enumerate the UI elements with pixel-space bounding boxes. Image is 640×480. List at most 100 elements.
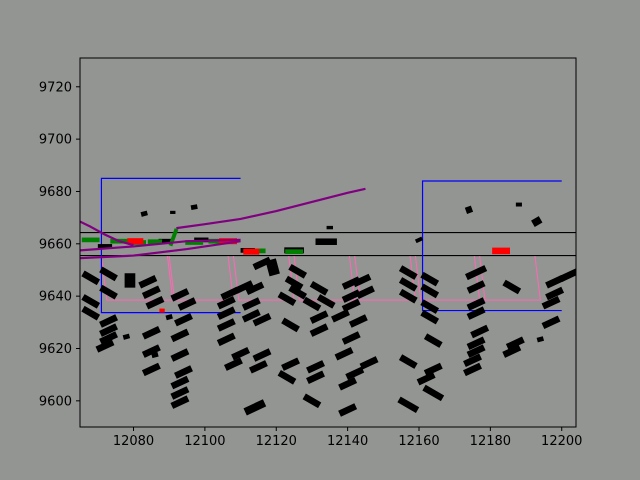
vehicle-marker (345, 366, 365, 381)
vehicle-marker (243, 399, 267, 416)
vehicle-marker (420, 283, 440, 299)
vehicle-marker (541, 295, 561, 310)
vehicle-marker (466, 336, 486, 350)
vehicle-marker (302, 296, 322, 312)
vehicle-marker (420, 271, 440, 287)
vehicle-marker (174, 365, 193, 379)
vehicle-marker (545, 275, 565, 289)
x-tick-label: 12100 (184, 434, 225, 449)
vehicle-marker (422, 384, 445, 402)
vehicle-marker (338, 377, 358, 391)
vehicle-marker (141, 362, 161, 377)
vehicle-marker (81, 294, 101, 309)
vehicle-marker (216, 306, 236, 320)
x-tick-label: 12180 (470, 434, 511, 449)
vehicle-marker (398, 288, 418, 304)
parking-slot-outline (479, 256, 541, 301)
vehicle-marker (414, 236, 424, 244)
path-marker (185, 240, 204, 245)
vehicle-marker (348, 314, 368, 328)
vehicle-marker (536, 336, 545, 343)
vehicle-marker (331, 309, 350, 323)
vehicle-marker (288, 263, 308, 279)
vehicle-marker (177, 297, 197, 311)
plot-content (80, 177, 576, 417)
vehicle-marker (140, 210, 148, 217)
vehicle-marker (170, 375, 190, 390)
vehicle-marker (170, 395, 190, 409)
vehicle-marker (465, 265, 488, 281)
vehicle-marker (420, 309, 440, 325)
path-marker (147, 239, 163, 245)
vehicle-marker (398, 354, 418, 369)
vehicle-marker (170, 210, 176, 214)
vehicle-marker (315, 238, 337, 245)
vehicle-marker (466, 306, 486, 320)
vehicle-marker (420, 299, 440, 314)
x-tick-label: 12140 (327, 434, 368, 449)
vehicle-marker (541, 315, 561, 330)
vehicle-marker (216, 332, 236, 347)
y-tick-label: 9640 (39, 290, 72, 305)
vehicle-marker (397, 396, 420, 413)
x-tick-label: 12200 (541, 434, 582, 449)
vehicle-marker (356, 285, 375, 299)
vehicle-marker (309, 323, 329, 337)
vehicle-marker (158, 238, 173, 244)
vehicle-marker (252, 348, 272, 362)
vehicle-marker (341, 331, 361, 345)
trajectory-line (80, 220, 134, 247)
parking-slot-outline (414, 256, 481, 301)
vehicle-marker (309, 310, 329, 324)
vehicle-marker (223, 357, 243, 371)
vehicle-marker (99, 314, 119, 328)
vehicle-marker (502, 279, 522, 295)
trajectory-line (176, 187, 366, 230)
vehicle-marker (281, 357, 300, 371)
vehicle-marker (306, 360, 325, 374)
parking-slot-outline (100, 256, 174, 301)
vehicle-marker (423, 362, 443, 377)
vehicle-marker (338, 403, 358, 417)
vehicle-marker (234, 280, 254, 294)
path-marker (285, 249, 304, 255)
y-tick-label: 9600 (39, 394, 72, 409)
plot-frame (79, 57, 577, 428)
vehicle-marker (545, 286, 565, 301)
y-axis: 9600 9620 9640 9660 9680 9700 9720 (39, 80, 80, 409)
vehicle-marker (359, 356, 379, 370)
vehicle-marker (141, 344, 161, 358)
vehicle-marker (170, 386, 190, 400)
vehicle-marker (99, 331, 119, 345)
vehicle-marker (124, 273, 136, 288)
vehicle-marker (341, 289, 361, 303)
vehicle-marker (252, 312, 272, 327)
vehicle-marker (122, 333, 131, 340)
vehicle-marker (231, 346, 251, 361)
vehicle-marker (464, 205, 474, 214)
vehicle-marker (99, 323, 119, 337)
vehicle-marker (190, 204, 198, 211)
y-tick-label: 9720 (39, 80, 72, 95)
vehicle-marker (245, 281, 265, 296)
vehicle-marker (288, 284, 308, 300)
y-tick-label: 9660 (39, 237, 72, 252)
highlight-marker (159, 308, 165, 313)
parking-slot-outline (168, 256, 235, 301)
vehicle-marker (466, 297, 486, 311)
vehicle-marker (281, 317, 300, 333)
x-tick-label: 12120 (256, 434, 297, 449)
vehicle-marker (502, 344, 522, 358)
vehicle-marker (170, 288, 190, 302)
vehicle-marker (248, 360, 268, 374)
vehicle-marker (398, 277, 418, 292)
vehicle-marker (99, 266, 118, 282)
y-tick-label: 9620 (39, 342, 72, 357)
vehicle-marker (316, 294, 336, 309)
vehicle-marker (423, 333, 443, 348)
vehicle-marker (141, 326, 161, 340)
x-tick-label: 12080 (113, 434, 154, 449)
vehicle-marker (241, 309, 261, 323)
vehicle-marker (341, 298, 361, 313)
vehicle-marker (99, 284, 118, 300)
